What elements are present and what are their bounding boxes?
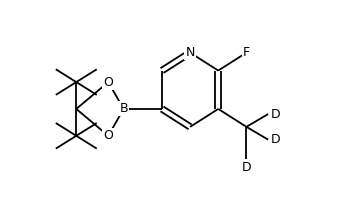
Text: D: D [271,107,280,121]
Text: D: D [242,161,251,174]
Text: O: O [103,76,113,89]
Text: B: B [119,102,128,116]
Text: D: D [271,133,280,146]
Text: N: N [185,46,195,59]
Text: O: O [103,129,113,142]
Text: F: F [243,46,250,59]
